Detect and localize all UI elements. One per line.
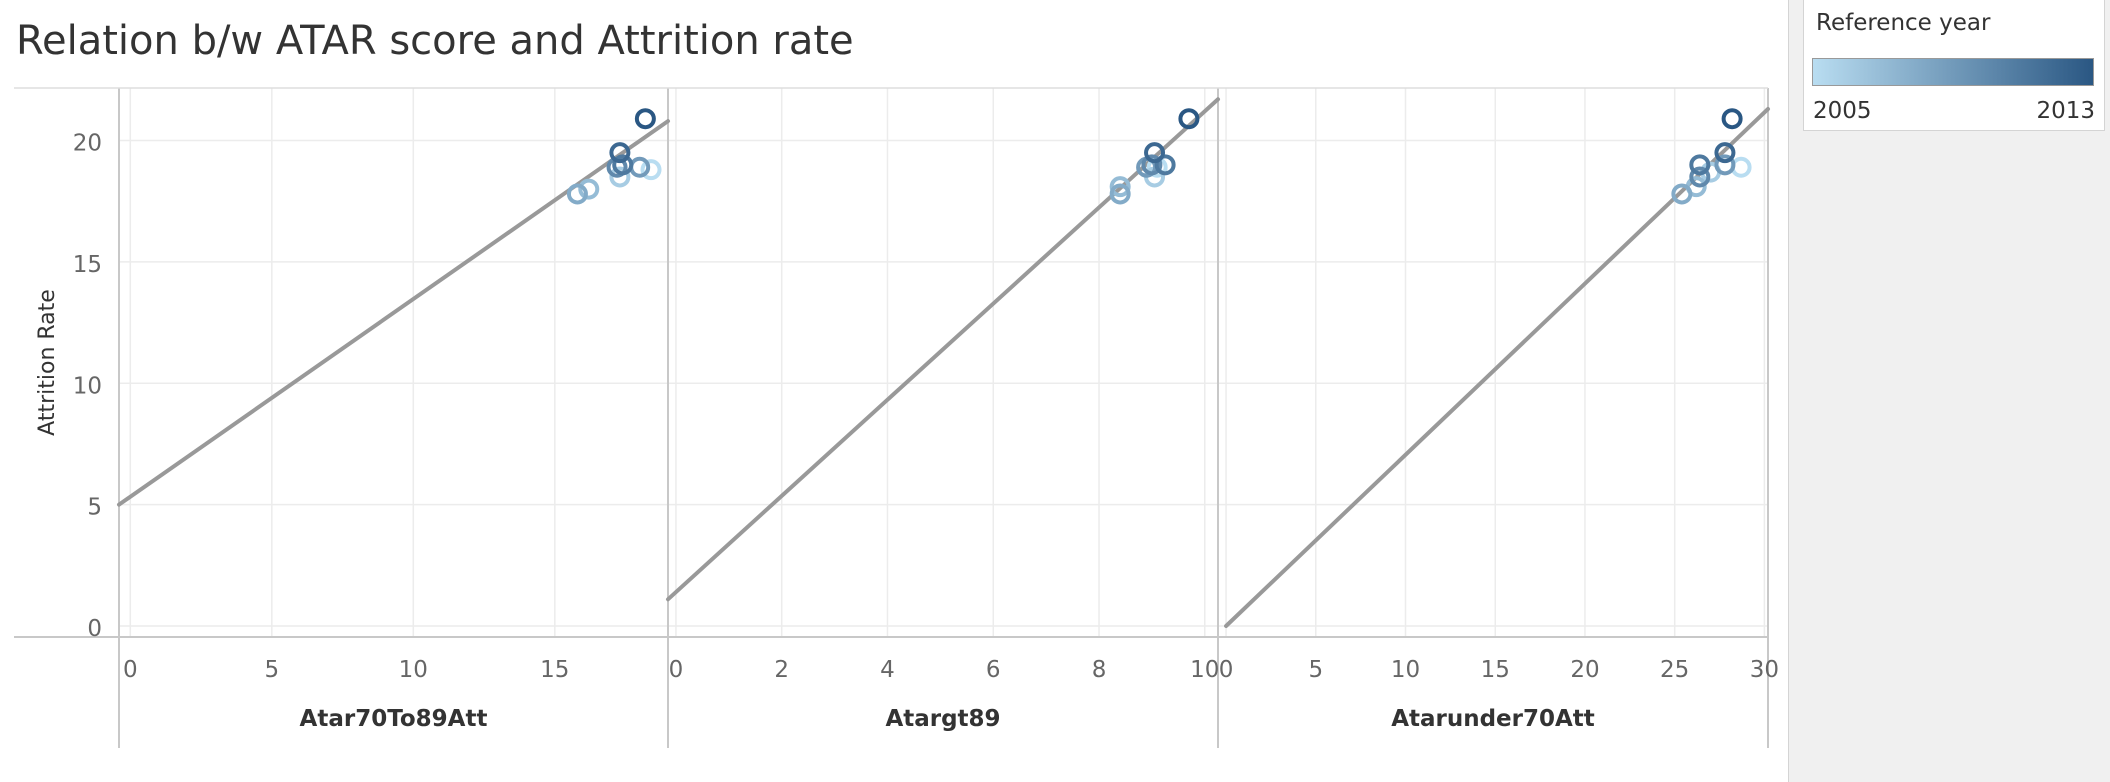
x-tick-label: 6 (986, 657, 1001, 683)
data-point[interactable] (1178, 108, 1200, 130)
data-point[interactable] (1714, 154, 1736, 176)
data-point[interactable] (1714, 142, 1736, 164)
data-point[interactable] (640, 159, 662, 181)
x-axis-title: Atarunder70Att (1391, 706, 1595, 732)
x-tick-label: 5 (264, 657, 279, 683)
trend-line (666, 97, 1220, 602)
data-point[interactable] (612, 154, 634, 176)
trend-line (117, 119, 670, 507)
data-point[interactable] (1721, 108, 1743, 130)
data-point[interactable] (1671, 183, 1693, 205)
x-axis-title: Atargt89 (885, 706, 1000, 732)
data-point[interactable] (629, 156, 651, 178)
y-axis-title: Attrition Rate (35, 289, 60, 436)
points-layer (566, 108, 1752, 205)
x-tick-label: 0 (669, 657, 684, 683)
data-point[interactable] (1109, 183, 1131, 205)
color-legend: Reference year 2005 2013 (1803, 0, 2105, 131)
data-point[interactable] (609, 166, 631, 188)
data-point[interactable] (1689, 166, 1711, 188)
y-tick-label: 5 (87, 495, 102, 521)
legend-color-ramp (1812, 58, 2094, 86)
data-point[interactable] (1144, 142, 1166, 164)
data-point[interactable] (1141, 154, 1163, 176)
data-point[interactable] (1154, 154, 1176, 176)
data-point[interactable] (609, 142, 631, 164)
grid-layer (119, 88, 1768, 637)
data-point[interactable] (1109, 176, 1131, 198)
legend-max-label: 2013 (2036, 98, 2095, 124)
x-tick-label: 2 (774, 657, 789, 683)
x-tick-label: 5 (1308, 657, 1323, 683)
y-tick-label: 20 (73, 131, 102, 157)
x-tick-label: 30 (1750, 657, 1779, 683)
chart-title: Relation b/w ATAR score and Attrition ra… (16, 18, 854, 64)
x-tick-label: 25 (1660, 657, 1689, 683)
legend-title: Reference year (1816, 10, 1991, 36)
data-point[interactable] (578, 178, 600, 200)
x-axis-title: Atar70To89Att (300, 706, 488, 732)
legend-min-label: 2005 (1813, 98, 1872, 124)
trend-layer (117, 97, 1770, 628)
trend-line (1224, 106, 1770, 628)
data-point[interactable] (634, 108, 656, 130)
y-tick-label: 10 (73, 373, 102, 399)
x-tick-label: 15 (540, 657, 569, 683)
x-tick-label: 8 (1092, 657, 1107, 683)
x-tick-label: 10 (399, 657, 428, 683)
x-tick-label: 10 (1391, 657, 1420, 683)
data-point[interactable] (1689, 154, 1711, 176)
frame-layer (14, 87, 1769, 748)
x-tick-label: 0 (123, 657, 138, 683)
x-tick-label: 0 (1219, 657, 1234, 683)
x-tick-label: 15 (1481, 657, 1510, 683)
x-tick-label: 20 (1570, 657, 1599, 683)
x-tick-label: 10 (1190, 657, 1219, 683)
x-tick-label: 4 (880, 657, 895, 683)
y-tick-label: 0 (87, 616, 102, 642)
data-point[interactable] (566, 183, 588, 205)
y-tick-label: 15 (73, 252, 102, 278)
